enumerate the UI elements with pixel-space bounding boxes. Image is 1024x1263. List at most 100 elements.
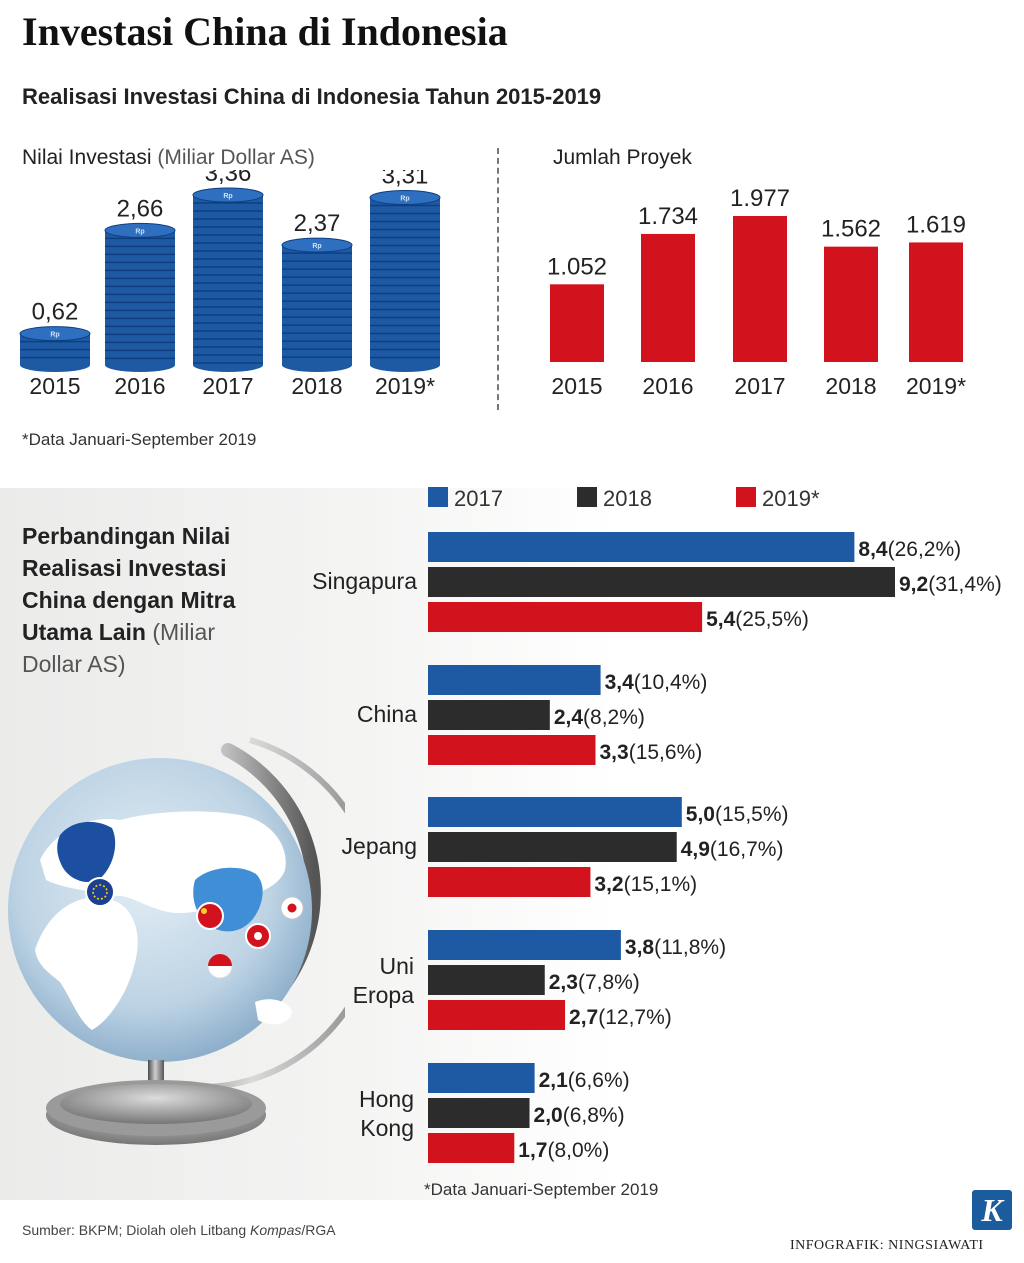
- source-suffix: /RGA: [301, 1222, 336, 1238]
- bar-value: 2,4: [554, 706, 584, 729]
- category-label: Uni: [379, 953, 414, 979]
- category-label: Jepang: [342, 833, 417, 859]
- bar-value: 3,2: [594, 873, 623, 896]
- bar-2018: [428, 965, 545, 995]
- category-label: Eropa: [353, 982, 415, 1008]
- comparison-title-unit: (Miliar Dollar AS): [22, 619, 215, 677]
- coin-stack-2016: Rp: [104, 222, 176, 372]
- coin-mark: Rp: [400, 196, 409, 203]
- value-label: 1.562: [821, 216, 881, 243]
- bar-share: (15,6%): [629, 741, 703, 764]
- coin-mark: Rp: [50, 332, 59, 339]
- year-label: 2015: [29, 373, 80, 399]
- bar-value: 3,4: [605, 671, 635, 694]
- year-label: 2015: [551, 373, 602, 399]
- value-label: 1.052: [547, 253, 607, 280]
- year-label: 2019*: [375, 373, 435, 399]
- coin-mark: Rp: [135, 228, 144, 235]
- bar-value-label: 1,7(8,0%): [518, 1139, 609, 1162]
- coin-stack-2019*: Rp: [369, 190, 441, 372]
- bar-2018: [428, 700, 550, 730]
- project-bar-2016: [641, 233, 695, 362]
- legend-swatch-2019*: [736, 487, 756, 507]
- bar-value-label: 5,4(25,5%): [706, 608, 809, 631]
- bar-share: (6,6%): [568, 1069, 630, 1092]
- bar-value-label: 3,2(15,1%): [594, 873, 697, 896]
- project-bar-2018: [824, 246, 878, 362]
- bar-value-label: 3,3(15,6%): [600, 741, 703, 764]
- bar-value: 2,0: [534, 1104, 563, 1127]
- comparison-title: Perbandingan Nilai Realisasi Investasi C…: [22, 520, 272, 680]
- bar-2017: [428, 797, 682, 827]
- bar-value: 3,3: [600, 741, 629, 764]
- project-bar-2017: [733, 216, 787, 362]
- coin-stack-2017: Rp: [192, 187, 264, 372]
- bar-value-label: 2,7(12,7%): [569, 1006, 672, 1029]
- bar-value: 1,7: [518, 1139, 547, 1162]
- bar-value: 8,4: [858, 538, 888, 561]
- coin-top: [192, 187, 264, 203]
- year-label: 2016: [114, 373, 165, 399]
- projects-chart-heading: Jumlah Proyek: [553, 146, 692, 169]
- comparison-bar-chart: 2017 2018 2019* Singapura 8,4(26,2%) 9,2(31,4…: [312, 486, 1002, 1163]
- coin-stack-2018: Rp: [281, 237, 353, 372]
- bar-value: 2,1: [539, 1069, 569, 1092]
- australia-landmass: [255, 999, 292, 1025]
- coin-stack-body: [282, 245, 352, 365]
- bar-value: 2,3: [549, 971, 578, 994]
- bar-value: 5,4: [706, 608, 736, 631]
- footnote-bottom: *Data Januari-September 2019: [424, 1180, 659, 1199]
- bar-share: (7,8%): [578, 971, 640, 994]
- bar-share: (8,2%): [583, 706, 645, 729]
- coin-stack-bottom: [193, 358, 263, 372]
- coin-top: [281, 237, 353, 253]
- bar-share: (6,8%): [563, 1104, 625, 1127]
- bar-share: (31,4%): [928, 573, 1002, 596]
- bar-share: (15,5%): [715, 803, 789, 826]
- bar-value-label: 9,2(31,4%): [899, 573, 1002, 596]
- bar-value: 4,9: [681, 838, 710, 861]
- coin-stack-bottom: [105, 358, 175, 372]
- coin-stack-bottom: [370, 358, 440, 372]
- infographic-credit: INFOGRAFIK: NINGSIAWATI: [790, 1238, 984, 1253]
- africa-landmass: [35, 897, 138, 1030]
- year-label: 2017: [202, 373, 253, 399]
- coin-mark: Rp: [312, 243, 321, 250]
- coin-stack-bottom: [20, 358, 90, 372]
- year-label: 2019*: [906, 373, 966, 399]
- bar-value: 3,8: [625, 936, 655, 959]
- coin-top: [104, 222, 176, 238]
- coin-top: [19, 326, 91, 342]
- year-label: 2017: [734, 373, 785, 399]
- bar-value-label: 5,0(15,5%): [686, 803, 789, 826]
- bar-2019*: [428, 867, 591, 897]
- globe-illustration: [8, 737, 345, 1145]
- page-title: Investasi China di Indonesia: [22, 9, 508, 54]
- bar-share: (10,4%): [634, 671, 708, 694]
- value-label: 1.619: [906, 211, 966, 238]
- bar-2019*: [428, 602, 703, 632]
- value-label: 3,36: [205, 170, 252, 187]
- year-label: 2018: [825, 373, 876, 399]
- source-note: Sumber: BKPM; Diolah oleh Litbang Kompas…: [22, 1222, 336, 1238]
- value-label: 1.734: [638, 203, 698, 230]
- project-bar-2015: [550, 284, 604, 362]
- investment-chart-unit: (Miliar Dollar AS): [157, 146, 315, 169]
- bar-2018: [428, 567, 895, 597]
- bar-value-label: 8,4(26,2%): [858, 538, 961, 561]
- bar-2018: [428, 1098, 530, 1128]
- year-label: 2018: [291, 373, 342, 399]
- value-label: 1.977: [730, 185, 790, 212]
- bar-share: (8,0%): [547, 1139, 609, 1162]
- project-bar-2019*: [909, 242, 963, 362]
- category-label: China: [357, 701, 417, 727]
- investment-chart-label: Nilai Investasi: [22, 146, 152, 169]
- legend-swatch-2017: [428, 487, 448, 507]
- legend-label-2018: 2018: [603, 486, 652, 511]
- bar-value-label: 3,4(10,4%): [605, 671, 708, 694]
- bar-2017: [428, 665, 601, 695]
- coin-stack-body: [105, 230, 175, 365]
- value-label: 2,37: [294, 210, 341, 237]
- bar-share: (25,5%): [735, 608, 809, 631]
- bar-2019*: [428, 1133, 515, 1163]
